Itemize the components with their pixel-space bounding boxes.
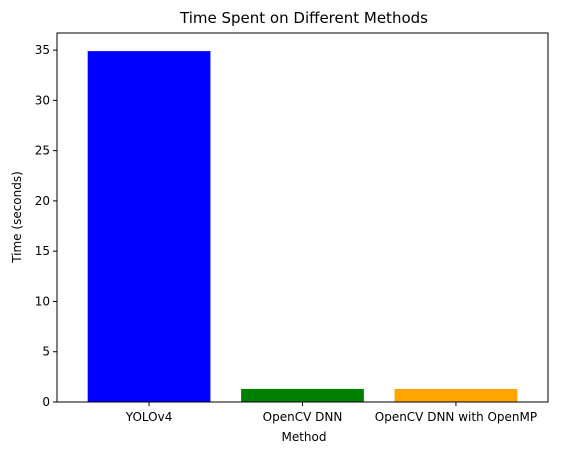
y-tick-label: 30 [35,93,50,107]
y-tick-label: 5 [42,345,50,359]
y-tick-label: 0 [42,395,50,409]
bar-1 [241,389,364,402]
y-axis-ticks: 0 5 10 15 20 25 30 35 [35,43,57,409]
y-tick-label: 35 [35,43,50,57]
bar-2 [395,389,518,402]
y-tick-label: 15 [35,244,50,258]
x-tick-label: OpenCV DNN [263,410,343,424]
x-axis-ticks: YOLOv4 OpenCV DNN OpenCV DNN with OpenMP [125,402,537,424]
x-tick-label: OpenCV DNN with OpenMP [375,410,537,424]
y-tick-label: 25 [35,144,50,158]
chart-title: Time Spent on Different Methods [179,9,428,27]
bar-0 [88,51,211,402]
x-tick-label: YOLOv4 [125,410,173,424]
bars-group [88,51,518,402]
y-tick-label: 20 [35,194,50,208]
y-tick-label: 10 [35,294,50,308]
y-axis-label: Time (seconds) [10,171,24,264]
x-axis-label: Method [281,430,326,444]
